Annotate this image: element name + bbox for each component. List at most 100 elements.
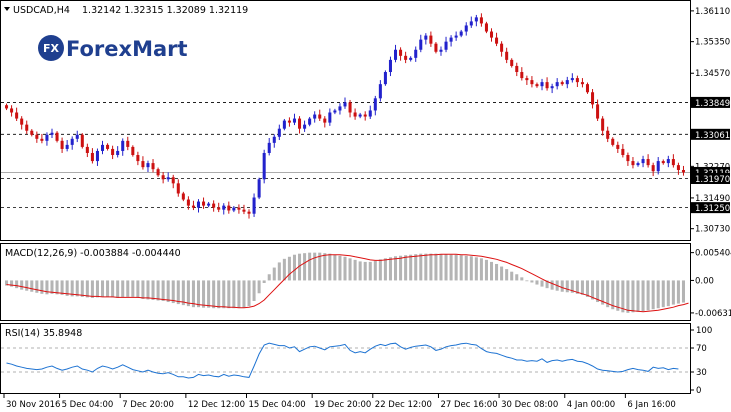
candle-body: [505, 51, 509, 60]
candle-body: [100, 144, 105, 151]
candle-body: [444, 41, 448, 50]
candle-body: [227, 205, 231, 211]
candle-body: [247, 211, 251, 214]
macd-bar: [368, 261, 372, 281]
candle-body: [10, 108, 14, 113]
price-tick-label: 1.35350: [695, 38, 730, 48]
candle-body: [596, 104, 600, 119]
candle-body: [272, 136, 276, 143]
collapse-triangle-icon[interactable]: [4, 7, 10, 11]
macd-bar: [40, 280, 44, 294]
macd-bar: [75, 280, 79, 297]
macd-bar: [666, 280, 670, 307]
candle-body: [121, 140, 125, 151]
candle-body: [313, 114, 317, 119]
candle-body: [242, 209, 246, 212]
macd-bar: [479, 258, 483, 281]
candle-body: [434, 43, 438, 52]
macd-bar: [606, 280, 610, 308]
candle-body: [176, 183, 180, 194]
candle-body: [186, 199, 190, 206]
price-tag-label: 1.33061: [695, 131, 730, 141]
candle-body: [399, 49, 403, 56]
rsi-line: [6, 342, 679, 379]
time-tick-label: 12 Dec 12:00: [188, 400, 245, 410]
macd-bar: [60, 280, 64, 295]
macd-bar: [399, 255, 403, 281]
macd-bar: [207, 280, 211, 308]
macd-bar: [565, 280, 569, 293]
macd-bar: [484, 259, 488, 281]
macd-bar: [439, 254, 443, 281]
candle-body: [394, 49, 398, 60]
macd-bar: [237, 280, 241, 308]
macd-bar: [550, 280, 554, 290]
candle-body: [429, 35, 433, 44]
candle-body: [212, 203, 216, 208]
candle-body: [338, 106, 342, 111]
macd-bar: [570, 280, 574, 293]
candle-body: [181, 193, 185, 200]
candle-body: [484, 23, 488, 32]
candle-body: [20, 118, 24, 125]
candle-body: [60, 140, 64, 149]
macd-bar: [136, 280, 140, 298]
candle-body: [252, 197, 256, 214]
macd-bar: [338, 255, 342, 281]
macd-bar: [363, 261, 367, 281]
candle-body: [651, 165, 655, 172]
price-tick-label: 1.30730: [695, 225, 730, 235]
macd-bar: [232, 280, 236, 309]
candle-body: [136, 155, 140, 162]
macd-panel: [0, 243, 691, 321]
candle-body: [298, 118, 302, 129]
macd-bar: [560, 280, 564, 292]
candle-body: [575, 78, 579, 83]
candle-body: [353, 112, 357, 117]
macd-bar: [591, 280, 595, 300]
candle-body: [424, 35, 428, 40]
macd-bar: [596, 280, 600, 303]
candle-body: [358, 114, 362, 117]
candle-body: [439, 49, 443, 52]
candle-body: [282, 120, 286, 129]
candle-body: [570, 78, 574, 81]
candle-body: [30, 130, 34, 135]
macd-bar: [500, 266, 504, 281]
candle-body: [661, 161, 665, 164]
candle-body: [151, 163, 155, 170]
price-tick-label: 1.31490: [695, 194, 730, 204]
price-tag: [691, 128, 730, 140]
macd-bar: [378, 259, 382, 281]
macd-bar: [671, 280, 675, 305]
candle-body: [540, 82, 544, 87]
candle-body: [636, 163, 640, 166]
candle-body: [257, 179, 261, 198]
time-tick-label: 4 Jan 00:00: [567, 400, 615, 410]
candle-body: [202, 201, 206, 206]
macd-bar: [520, 277, 524, 281]
candle-body: [671, 159, 675, 166]
candle-body: [161, 175, 165, 180]
macd-bar: [318, 252, 322, 281]
time-axis: 30 Nov 2016 5 Dec 04:00 7 Dec 20:00 12 Dec …: [3, 394, 676, 410]
candle-body: [85, 146, 89, 153]
macd-bar: [419, 253, 423, 281]
macd-bar: [626, 280, 630, 313]
macd-bar: [121, 280, 125, 298]
candle-body: [606, 130, 610, 139]
price-tag: [691, 96, 730, 108]
macd-bar: [141, 280, 145, 299]
forexmart-logo: FX ForexMart: [38, 35, 188, 61]
macd-bar: [186, 280, 190, 307]
macd-bar: [530, 280, 534, 283]
macd-bar: [383, 258, 387, 281]
candle-body: [550, 86, 554, 89]
candle-body: [621, 148, 625, 156]
candle-body: [530, 80, 534, 85]
macd-bar: [202, 280, 206, 308]
macd-bar: [434, 253, 438, 281]
candle-body: [414, 49, 418, 58]
candle-body: [277, 128, 281, 137]
